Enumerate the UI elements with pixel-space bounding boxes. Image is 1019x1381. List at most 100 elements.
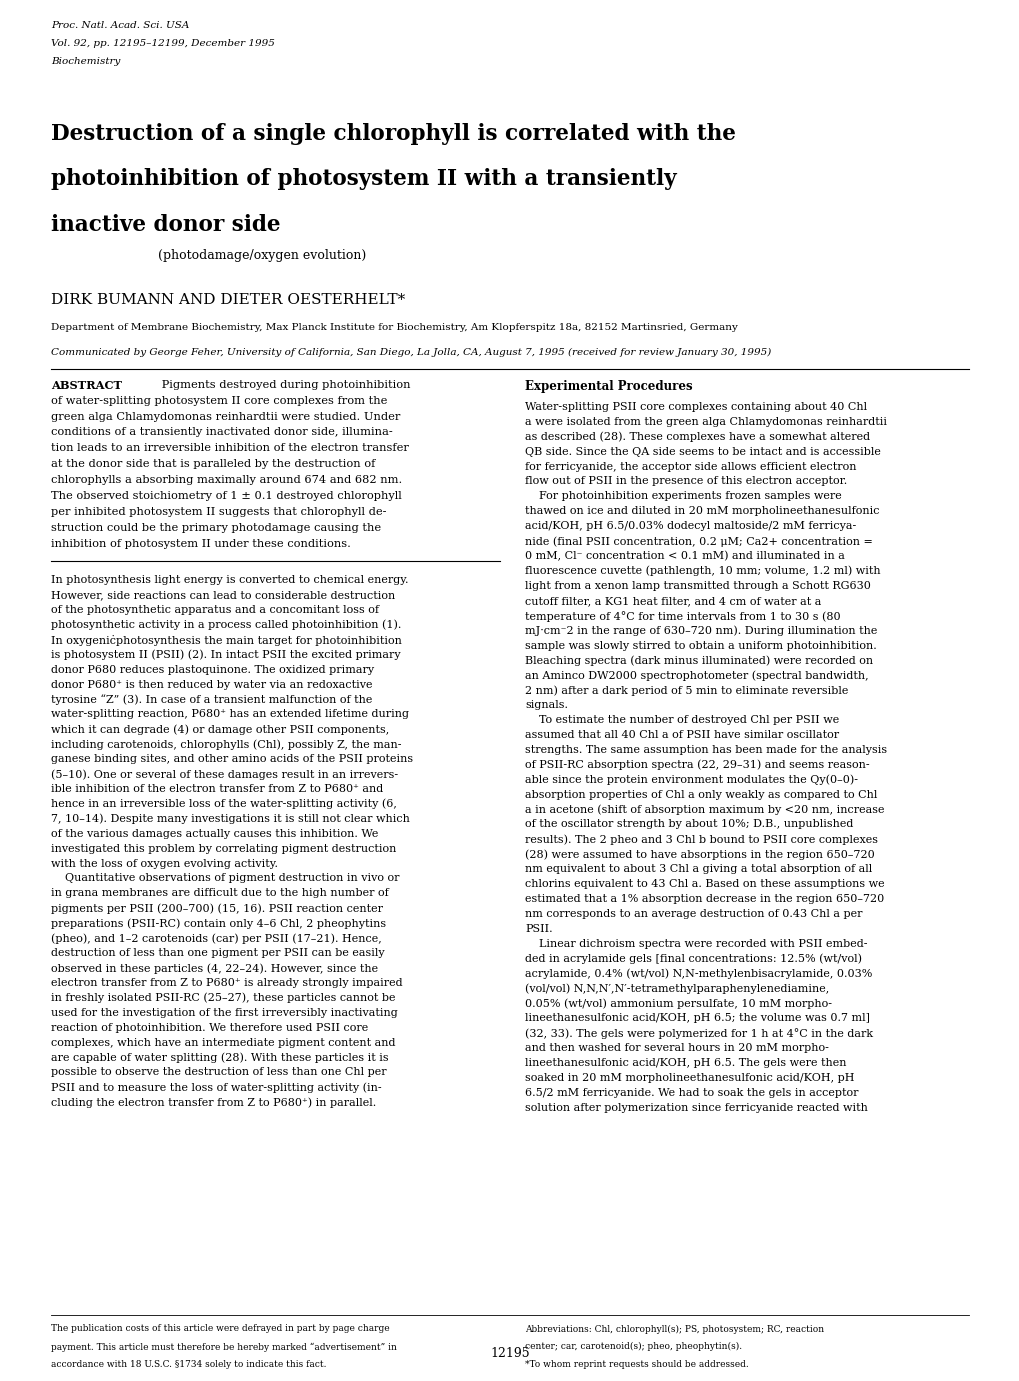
Text: preparations (PSII-RC) contain only 4–6 Chl, 2 pheophytins: preparations (PSII-RC) contain only 4–6 … [51,918,386,929]
Text: tyrosine “Z” (3). In case of a transient malfunction of the: tyrosine “Z” (3). In case of a transient… [51,695,372,706]
Text: ible inhibition of the electron transfer from Z to P680⁺ and: ible inhibition of the electron transfer… [51,784,383,794]
Text: results). The 2 pheo and 3 Chl b bound to PSII core complexes: results). The 2 pheo and 3 Chl b bound t… [525,834,877,845]
Text: The observed stoichiometry of 1 ± 0.1 destroyed chlorophyll: The observed stoichiometry of 1 ± 0.1 de… [51,492,401,501]
Text: In photosynthesis light energy is converted to chemical energy.: In photosynthesis light energy is conver… [51,574,408,586]
Text: with the loss of oxygen evolving activity.: with the loss of oxygen evolving activit… [51,859,278,869]
Text: Biochemistry: Biochemistry [51,57,120,66]
Text: which it can degrade (4) or damage other PSII components,: which it can degrade (4) or damage other… [51,724,389,735]
Text: In oxygeniċphotosynthesis the main target for photoinhibition: In oxygeniċphotosynthesis the main targ… [51,635,401,646]
Text: (photodamage/oxygen evolution): (photodamage/oxygen evolution) [158,249,366,261]
Text: However, side reactions can lead to considerable destruction: However, side reactions can lead to cons… [51,590,395,601]
Text: in freshly isolated PSII-RC (25–27), these particles cannot be: in freshly isolated PSII-RC (25–27), the… [51,993,395,1004]
Text: PSII and to measure the loss of water-splitting activity (in-: PSII and to measure the loss of water-sp… [51,1083,381,1092]
Text: (28) were assumed to have absorptions in the region 650–720: (28) were assumed to have absorptions in… [525,849,874,860]
Text: of the oscillator strength by about 10%; D.B., unpublished: of the oscillator strength by about 10%;… [525,819,853,830]
Text: Department of Membrane Biochemistry, Max Planck Institute for Biochemistry, Am K: Department of Membrane Biochemistry, Max… [51,323,737,333]
Text: a were isolated from the green alga Chlamydomonas reinhardtii: a were isolated from the green alga Chla… [525,417,887,427]
Text: temperature of 4°C for time intervals from 1 to 30 s (80: temperature of 4°C for time intervals fr… [525,610,840,621]
Text: Abbreviations: Chl, chlorophyll(s); PS, photosystem; RC, reaction: Abbreviations: Chl, chlorophyll(s); PS, … [525,1324,823,1334]
Text: including carotenoids, chlorophylls (Chl), possibly Z, the man-: including carotenoids, chlorophylls (Chl… [51,739,401,750]
Text: ded in acrylamide gels [final concentrations: 12.5% (wt/vol): ded in acrylamide gels [final concentrat… [525,954,861,964]
Text: solution after polymerization since ferricyanide reacted with: solution after polymerization since ferr… [525,1103,867,1113]
Text: able since the protein environment modulates the Qy(0–0)-: able since the protein environment modul… [525,775,857,786]
Text: For photoinhibition experiments frozen samples were: For photoinhibition experiments frozen s… [525,492,842,501]
Text: 0 mM, Cl⁻ concentration < 0.1 mM) and illuminated in a: 0 mM, Cl⁻ concentration < 0.1 mM) and il… [525,551,845,561]
Text: 6.5/2 mM ferricyanide. We had to soak the gels in acceptor: 6.5/2 mM ferricyanide. We had to soak th… [525,1088,858,1098]
Text: QB side. Since the QA side seems to be intact and is accessible: QB side. Since the QA side seems to be i… [525,446,880,457]
Text: Destruction of a single chlorophyll is correlated with the: Destruction of a single chlorophyll is c… [51,123,735,145]
Text: for ferricyanide, the acceptor side allows efficient electron: for ferricyanide, the acceptor side allo… [525,461,856,471]
Text: assumed that all 40 Chl a of PSII have similar oscillator: assumed that all 40 Chl a of PSII have s… [525,731,839,740]
Text: nm equivalent to about 3 Chl a giving a total absorption of all: nm equivalent to about 3 Chl a giving a … [525,865,871,874]
Text: Pigments destroyed during photoinhibition: Pigments destroyed during photoinhibitio… [140,380,410,389]
Text: soaked in 20 mM morpholineethanesulfonic acid/KOH, pH: soaked in 20 mM morpholineethanesulfonic… [525,1073,854,1083]
Text: center; car, carotenoid(s); pheo, pheophytin(s).: center; car, carotenoid(s); pheo, pheoph… [525,1342,742,1352]
Text: Vol. 92, pp. 12195–12199, December 1995: Vol. 92, pp. 12195–12199, December 1995 [51,39,274,48]
Text: (vol/vol) N,N,N′,N′-tetramethylparaphenylenediamine,: (vol/vol) N,N,N′,N′-tetramethylparapheny… [525,983,828,994]
Text: lineethanesulfonic acid/KOH, pH 6.5. The gels were then: lineethanesulfonic acid/KOH, pH 6.5. The… [525,1058,846,1068]
Text: Communicated by George Feher, University of California, San Diego, La Jolla, CA,: Communicated by George Feher, University… [51,348,770,358]
Text: cluding the electron transfer from Z to P680⁺) in parallel.: cluding the electron transfer from Z to … [51,1097,376,1108]
Text: (pheo), and 1–2 carotenoids (car) per PSII (17–21). Hence,: (pheo), and 1–2 carotenoids (car) per PS… [51,934,381,943]
Text: photoinhibition of photosystem II with a transiently: photoinhibition of photosystem II with a… [51,168,676,191]
Text: destruction of less than one pigment per PSII can be easily: destruction of less than one pigment per… [51,947,384,958]
Text: Quantitative observations of pigment destruction in vivo or: Quantitative observations of pigment des… [51,873,399,884]
Text: an Aminco DW2000 spectrophotometer (spectral bandwidth,: an Aminco DW2000 spectrophotometer (spec… [525,670,868,681]
Text: possible to observe the destruction of less than one Chl per: possible to observe the destruction of l… [51,1068,386,1077]
Text: at the donor side that is paralleled by the destruction of: at the donor side that is paralleled by … [51,458,375,470]
Text: estimated that a 1% absorption decrease in the region 650–720: estimated that a 1% absorption decrease … [525,894,883,905]
Text: observed in these particles (4, 22–24). However, since the: observed in these particles (4, 22–24). … [51,963,378,974]
Text: electron transfer from Z to P680⁺ is already strongly impaired: electron transfer from Z to P680⁺ is alr… [51,978,403,987]
Text: nm corresponds to an average destruction of 0.43 Chl a per: nm corresponds to an average destruction… [525,909,862,918]
Text: sample was slowly stirred to obtain a uniform photoinhibition.: sample was slowly stirred to obtain a un… [525,641,876,650]
Text: Proc. Natl. Acad. Sci. USA: Proc. Natl. Acad. Sci. USA [51,21,190,30]
Text: of PSII-RC absorption spectra (22, 29–31) and seems reason-: of PSII-RC absorption spectra (22, 29–31… [525,760,869,771]
Text: (32, 33). The gels were polymerized for 1 h at 4°C in the dark: (32, 33). The gels were polymerized for … [525,1029,872,1039]
Text: acrylamide, 0.4% (wt/vol) N,N-methylenbisacrylamide, 0.03%: acrylamide, 0.4% (wt/vol) N,N-methylenbi… [525,968,872,979]
Text: flow out of PSII in the presence of this electron acceptor.: flow out of PSII in the presence of this… [525,476,847,486]
Text: strengths. The same assumption has been made for the analysis: strengths. The same assumption has been … [525,744,887,755]
Text: donor P680⁺ is then reduced by water via an redoxactive: donor P680⁺ is then reduced by water via… [51,679,372,689]
Text: photosynthetic activity in a process called photoinhibition (1).: photosynthetic activity in a process cal… [51,620,401,631]
Text: signals.: signals. [525,700,568,710]
Text: complexes, which have an intermediate pigment content and: complexes, which have an intermediate pi… [51,1037,395,1048]
Text: mJ·cm⁻2 in the range of 630–720 nm). During illumination the: mJ·cm⁻2 in the range of 630–720 nm). Dur… [525,626,876,637]
Text: ganese binding sites, and other amino acids of the PSII proteins: ganese binding sites, and other amino ac… [51,754,413,764]
Text: hence in an irreversible loss of the water-splitting activity (6,: hence in an irreversible loss of the wat… [51,798,396,809]
Text: water-splitting reaction, P680⁺ has an extended lifetime during: water-splitting reaction, P680⁺ has an e… [51,710,409,720]
Text: To estimate the number of destroyed Chl per PSII we: To estimate the number of destroyed Chl … [525,715,839,725]
Text: (5–10). One or several of these damages result in an irrevers-: (5–10). One or several of these damages … [51,769,397,780]
Text: green alga Chlamydomonas reinhardtii were studied. Under: green alga Chlamydomonas reinhardtii wer… [51,412,400,421]
Text: light from a xenon lamp transmitted through a Schott RG630: light from a xenon lamp transmitted thro… [525,581,870,591]
Text: 2 nm) after a dark period of 5 min to eliminate reversible: 2 nm) after a dark period of 5 min to el… [525,685,848,696]
Text: of the photosynthetic apparatus and a concomitant loss of: of the photosynthetic apparatus and a co… [51,605,379,615]
Text: Experimental Procedures: Experimental Procedures [525,380,692,392]
Text: 0.05% (wt/vol) ammonium persulfate, 10 mM morpho-: 0.05% (wt/vol) ammonium persulfate, 10 m… [525,998,832,1010]
Text: and then washed for several hours in 20 mM morpho-: and then washed for several hours in 20 … [525,1043,828,1054]
Text: accordance with 18 U.S.C. §1734 solely to indicate this fact.: accordance with 18 U.S.C. §1734 solely t… [51,1360,326,1370]
Text: fluorescence cuvette (pathlength, 10 mm; volume, 1.2 ml) with: fluorescence cuvette (pathlength, 10 mm;… [525,566,880,576]
Text: payment. This article must therefore be hereby marked “advertisement” in: payment. This article must therefore be … [51,1342,396,1352]
Text: Bleaching spectra (dark minus illuminated) were recorded on: Bleaching spectra (dark minus illuminate… [525,656,872,666]
Text: *To whom reprint requests should be addressed.: *To whom reprint requests should be addr… [525,1360,748,1370]
Text: in grana membranes are difficult due to the high number of: in grana membranes are difficult due to … [51,888,388,899]
Text: PSII.: PSII. [525,924,552,934]
Text: cutoff filter, a KG1 heat filter, and 4 cm of water at a: cutoff filter, a KG1 heat filter, and 4 … [525,595,821,606]
Text: inactive donor side: inactive donor side [51,214,280,236]
Text: chlorophylls a absorbing maximally around 674 and 682 nm.: chlorophylls a absorbing maximally aroun… [51,475,401,485]
Text: a in acetone (shift of absorption maximum by <20 nm, increase: a in acetone (shift of absorption maximu… [525,805,883,815]
Text: inhibition of photosystem II under these conditions.: inhibition of photosystem II under these… [51,539,351,548]
Text: are capable of water splitting (28). With these particles it is: are capable of water splitting (28). Wit… [51,1052,388,1063]
Text: 12195: 12195 [490,1348,529,1360]
Text: per inhibited photosystem II suggests that chlorophyll de-: per inhibited photosystem II suggests th… [51,507,386,516]
Text: is photosystem II (PSII) (2). In intact PSII the excited primary: is photosystem II (PSII) (2). In intact … [51,649,400,660]
Text: Linear dichroism spectra were recorded with PSII embed-: Linear dichroism spectra were recorded w… [525,939,867,949]
Text: donor P680 reduces plastoquinone. The oxidized primary: donor P680 reduces plastoquinone. The ox… [51,664,374,675]
Text: investigated this problem by correlating pigment destruction: investigated this problem by correlating… [51,844,396,853]
Text: as described (28). These complexes have a somewhat altered: as described (28). These complexes have … [525,432,869,442]
Text: conditions of a transiently inactivated donor side, illumina-: conditions of a transiently inactivated … [51,428,392,438]
Text: nide (final PSII concentration, 0.2 μM; Ca2+ concentration =: nide (final PSII concentration, 0.2 μM; … [525,536,872,547]
Text: thawed on ice and diluted in 20 mM morpholineethanesulfonic: thawed on ice and diluted in 20 mM morph… [525,507,879,516]
Text: ABSTRACT: ABSTRACT [51,380,122,391]
Text: reaction of photoinhibition. We therefore used PSII core: reaction of photoinhibition. We therefor… [51,1022,368,1033]
